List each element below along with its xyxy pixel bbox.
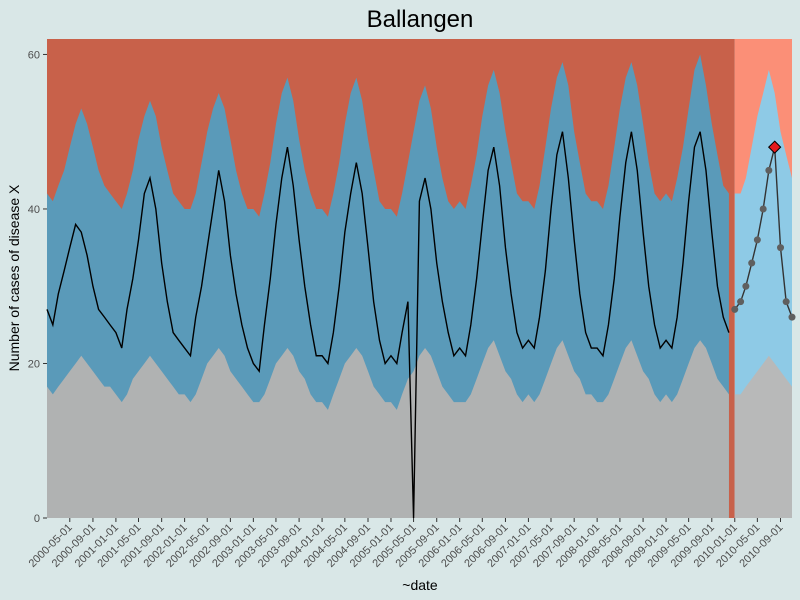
observed-point — [759, 205, 767, 213]
x-axis-label: ~date — [402, 577, 438, 593]
observed-point — [748, 259, 756, 267]
y-tick-label: 40 — [28, 204, 40, 216]
observed-point — [788, 313, 796, 321]
band-area — [734, 355, 792, 518]
alarm-marker — [767, 140, 782, 154]
y-tick-label: 0 — [34, 513, 40, 525]
band-area — [47, 340, 729, 518]
chart-title: Ballangen — [367, 6, 474, 33]
y-axis-label: Number of cases of disease X — [6, 184, 22, 371]
observed-point — [731, 305, 739, 313]
observed-point — [737, 298, 745, 306]
y-tick-label: 60 — [28, 49, 40, 61]
observed-point — [765, 166, 773, 174]
observed-line — [46, 131, 730, 519]
observed-point — [782, 298, 790, 306]
observed-point — [777, 244, 785, 252]
observed-point — [742, 282, 750, 290]
y-tick-label: 20 — [28, 358, 40, 370]
observed-point — [753, 236, 761, 244]
